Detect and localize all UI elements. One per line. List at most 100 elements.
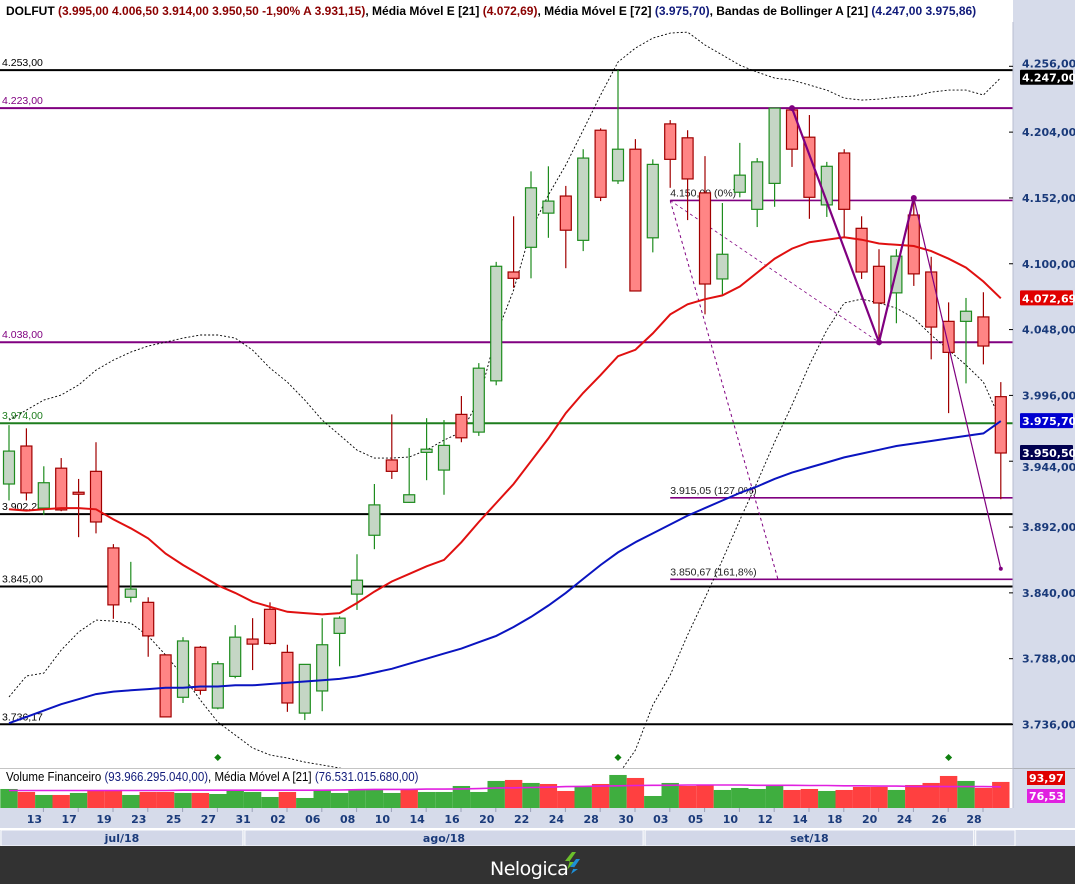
volume-bar	[939, 775, 958, 808]
candle-body	[542, 200, 555, 214]
volume-bar	[905, 784, 923, 808]
bollinger-value: (4.247,00 3.975,86)	[871, 4, 977, 18]
volume-bar	[992, 781, 1010, 808]
zigzag-point	[876, 339, 882, 346]
horizontal-line-label: 4.223,00	[2, 95, 43, 107]
volume-bar	[539, 783, 558, 808]
volume-ma-tag-box	[1027, 789, 1065, 803]
volume-bar	[887, 789, 906, 808]
volume-bar	[139, 791, 157, 808]
candle-body	[664, 123, 677, 160]
volume-bar	[383, 792, 401, 808]
candle	[577, 149, 590, 252]
candle-body	[507, 271, 520, 279]
candle-body	[281, 651, 294, 704]
ema72-line	[8, 420, 1002, 725]
volume-bar	[487, 780, 505, 808]
month-label: set/18	[790, 832, 829, 845]
x-tick-label: 28	[966, 813, 981, 826]
ema21-line	[8, 236, 1002, 616]
volume-value: (93.966.295.040,00)	[104, 770, 209, 784]
candle-body	[55, 467, 68, 511]
volume-bar	[574, 785, 592, 808]
y-tick-label: 4.100,00	[1022, 258, 1075, 271]
candle	[455, 396, 468, 443]
x-tick-label: 08	[340, 813, 355, 826]
candle	[977, 292, 990, 365]
signal-marker-icon	[945, 753, 953, 762]
candle	[385, 414, 398, 479]
ema21-label: Média Móvel E [21]	[372, 4, 480, 18]
candle	[368, 484, 381, 550]
candle-body	[977, 316, 990, 347]
candle-body	[159, 654, 172, 718]
separator: ,	[709, 4, 713, 18]
separator: ,	[537, 4, 541, 18]
y-tick-label: 3.944,00	[1022, 461, 1075, 474]
candle-body	[368, 504, 381, 536]
candle	[629, 139, 642, 292]
volume-bar	[800, 788, 819, 808]
volume-bar	[626, 777, 645, 808]
candle-body	[524, 187, 538, 248]
candle	[107, 544, 120, 619]
candle-body	[298, 663, 311, 714]
candle	[838, 149, 851, 238]
candle	[316, 618, 329, 712]
candle	[20, 428, 33, 501]
x-tick-label: 25	[166, 813, 181, 826]
candle	[246, 618, 259, 671]
volume-ma-tag: 76,53	[1029, 790, 1064, 803]
footer-bar: Nelogica	[0, 846, 1075, 884]
horizontal-line-label: 4.253,00	[2, 57, 43, 69]
y-tick-label: 3.840,00	[1022, 587, 1075, 600]
ema21-value: (4.072,69)	[482, 4, 538, 18]
candle	[89, 442, 103, 534]
volume-bar	[174, 792, 192, 808]
horizontal-line-label: 3.974,00	[2, 410, 43, 422]
candle-body	[350, 579, 364, 595]
fib-level-label: 3.915,05 (127,0%)	[670, 485, 756, 497]
candle	[907, 197, 920, 286]
candle-body	[577, 157, 590, 241]
volume-title: Volume Financeiro	[6, 770, 102, 784]
volume-bar	[591, 783, 610, 808]
volume-bar	[557, 790, 575, 808]
volume-bar	[278, 791, 297, 808]
volume-bar	[52, 794, 70, 808]
volume-bar	[835, 789, 853, 808]
volume-bar	[365, 789, 384, 808]
candle	[350, 554, 364, 610]
volume-bar	[35, 794, 53, 808]
volume-ma-line	[9, 784, 1001, 792]
candle	[698, 156, 712, 315]
candle	[594, 128, 607, 202]
price-chart[interactable]: 4.253,00 4.223,00 4.038,00 3.974,00 3.902,23…	[0, 22, 1075, 768]
volume-tag: 93,97	[1029, 772, 1064, 785]
candle	[733, 142, 746, 198]
candle	[263, 602, 277, 645]
y-tick-label: 4.048,00	[1022, 324, 1075, 337]
month-label: ago/18	[423, 832, 465, 845]
candle	[751, 158, 764, 228]
volume-chart[interactable]: 93,97 76,53	[0, 768, 1075, 808]
candle-body	[263, 608, 277, 645]
candle-body	[855, 227, 868, 273]
candle-body	[733, 174, 746, 193]
candle-body	[142, 601, 155, 637]
candle-body	[942, 320, 955, 353]
volume-legend: Volume Financeiro (93.966.295.040,00), M…	[6, 770, 418, 784]
candle-body	[246, 638, 259, 645]
candle-body	[176, 640, 190, 698]
volume-bar	[209, 793, 227, 808]
chart-legend-header: DOLFUT (3.995,00 4.006,50 3.914,00 3.950…	[0, 0, 1075, 22]
x-tick-label: 26	[932, 813, 948, 826]
month-label: jul/18	[104, 832, 140, 845]
volume-bar	[243, 791, 262, 808]
date-axis[interactable]: 13 17 19 23 25 27 31 02 06 08 10 14 16 20 22 24 28 30 03 05…	[0, 808, 1075, 846]
price-tag-label: 3.975,70	[1022, 415, 1075, 428]
month-section	[244, 829, 644, 846]
candle-body	[559, 195, 572, 231]
candle	[142, 597, 155, 657]
x-tick-label: 16	[444, 813, 460, 826]
